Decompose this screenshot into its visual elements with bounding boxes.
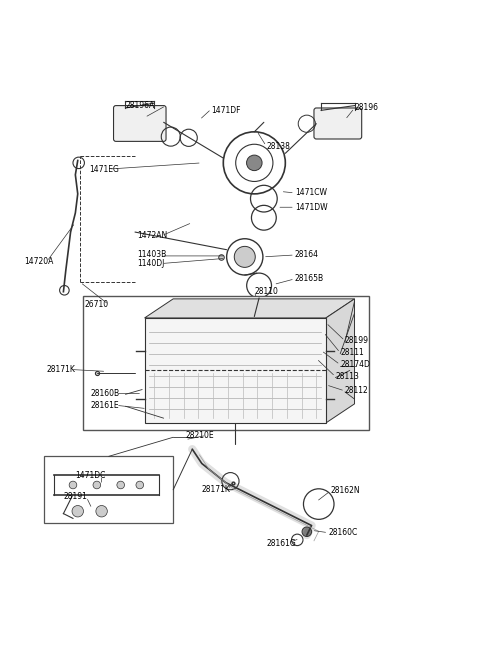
- Circle shape: [72, 506, 84, 517]
- Circle shape: [93, 481, 101, 489]
- Circle shape: [302, 527, 312, 536]
- Text: 28191: 28191: [63, 493, 87, 502]
- Text: 14720A: 14720A: [24, 257, 54, 266]
- Text: 28113: 28113: [336, 372, 360, 381]
- Text: 28164: 28164: [295, 250, 319, 259]
- Text: 28196A: 28196A: [125, 101, 155, 110]
- Text: 1471CW: 1471CW: [295, 189, 327, 197]
- Text: 28171K: 28171K: [47, 365, 75, 374]
- Text: 28196: 28196: [355, 103, 379, 113]
- Text: 28138: 28138: [266, 141, 290, 151]
- Text: 28171K: 28171K: [202, 485, 231, 495]
- FancyBboxPatch shape: [44, 457, 173, 523]
- Circle shape: [117, 481, 124, 489]
- Text: 28110: 28110: [254, 287, 278, 295]
- Circle shape: [69, 481, 77, 489]
- Text: 28210E: 28210E: [185, 431, 214, 440]
- FancyBboxPatch shape: [114, 105, 166, 141]
- Text: 28162N: 28162N: [331, 486, 360, 495]
- Text: 11403B: 11403B: [137, 250, 167, 259]
- Text: 1140DJ: 1140DJ: [137, 259, 165, 268]
- Circle shape: [96, 506, 108, 517]
- Text: 28111: 28111: [340, 348, 364, 357]
- FancyBboxPatch shape: [83, 297, 369, 430]
- Text: 28161E: 28161E: [90, 401, 119, 410]
- Circle shape: [234, 246, 255, 267]
- Text: 1472AN: 1472AN: [137, 231, 168, 240]
- Text: 26710: 26710: [85, 300, 109, 309]
- Text: 1471DF: 1471DF: [211, 106, 241, 115]
- Polygon shape: [144, 299, 355, 318]
- Text: 28161G: 28161G: [266, 538, 296, 548]
- Text: 28165B: 28165B: [295, 274, 324, 284]
- Polygon shape: [326, 299, 355, 423]
- Text: 1471DC: 1471DC: [75, 471, 106, 480]
- Text: 28160B: 28160B: [90, 389, 119, 398]
- Circle shape: [136, 481, 144, 489]
- Text: 1471EG: 1471EG: [90, 164, 120, 174]
- Text: 1471DW: 1471DW: [295, 203, 327, 212]
- Circle shape: [247, 155, 262, 170]
- Text: 28160C: 28160C: [328, 528, 358, 537]
- Text: 28199: 28199: [345, 337, 369, 345]
- FancyBboxPatch shape: [314, 108, 362, 139]
- Polygon shape: [144, 318, 326, 423]
- Text: 28112: 28112: [345, 386, 369, 396]
- Text: 28174D: 28174D: [340, 360, 370, 369]
